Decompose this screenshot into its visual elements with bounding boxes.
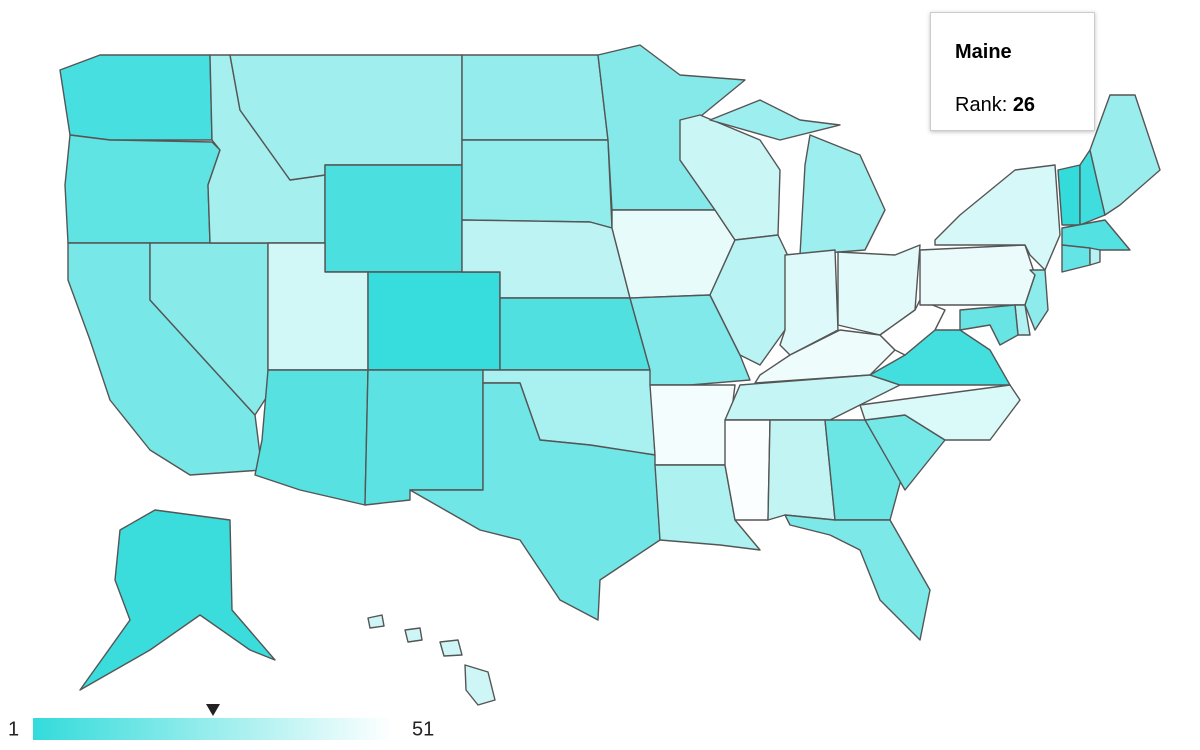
state[interactable] (1061, 244, 1091, 273)
state[interactable] (1089, 247, 1101, 266)
state[interactable] (364, 369, 484, 506)
state[interactable] (649, 384, 736, 466)
tooltip: Maine Rank: 26 (930, 12, 1095, 131)
state[interactable] (709, 99, 886, 256)
states (59, 44, 1161, 706)
state[interactable] (1024, 269, 1049, 331)
state[interactable] (1089, 94, 1161, 216)
state[interactable] (499, 297, 651, 371)
state[interactable] (79, 509, 276, 691)
state[interactable] (64, 134, 221, 244)
tooltip-title: Maine (955, 41, 1012, 63)
state[interactable] (461, 54, 609, 141)
legend-marker (206, 704, 220, 716)
tooltip-value: 26 (1012, 94, 1036, 116)
tooltip-label: Rank: (955, 94, 1008, 116)
state[interactable] (919, 244, 1036, 306)
state[interactable] (367, 614, 496, 706)
state[interactable] (879, 299, 946, 356)
state[interactable] (784, 514, 931, 641)
state[interactable] (409, 382, 661, 621)
state[interactable] (59, 54, 213, 141)
state[interactable] (324, 164, 463, 273)
state[interactable] (767, 419, 836, 521)
state[interactable] (724, 419, 771, 521)
state[interactable] (959, 304, 1019, 346)
tooltip-row: Rank: 26 (955, 94, 1094, 117)
state[interactable] (1061, 219, 1131, 251)
legend-min: 1 (8, 718, 19, 740)
state[interactable] (367, 271, 501, 371)
state[interactable] (254, 369, 369, 506)
state[interactable] (709, 234, 791, 366)
state[interactable] (461, 139, 613, 229)
state[interactable] (859, 384, 1021, 441)
state[interactable] (934, 164, 1061, 271)
state[interactable] (1057, 164, 1081, 226)
legend-max: 51 (412, 718, 434, 740)
legend-bar (33, 718, 393, 740)
